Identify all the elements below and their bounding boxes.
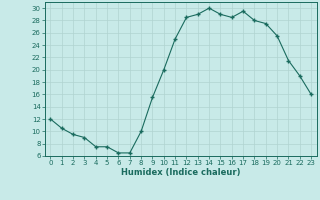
X-axis label: Humidex (Indice chaleur): Humidex (Indice chaleur) xyxy=(121,168,241,177)
